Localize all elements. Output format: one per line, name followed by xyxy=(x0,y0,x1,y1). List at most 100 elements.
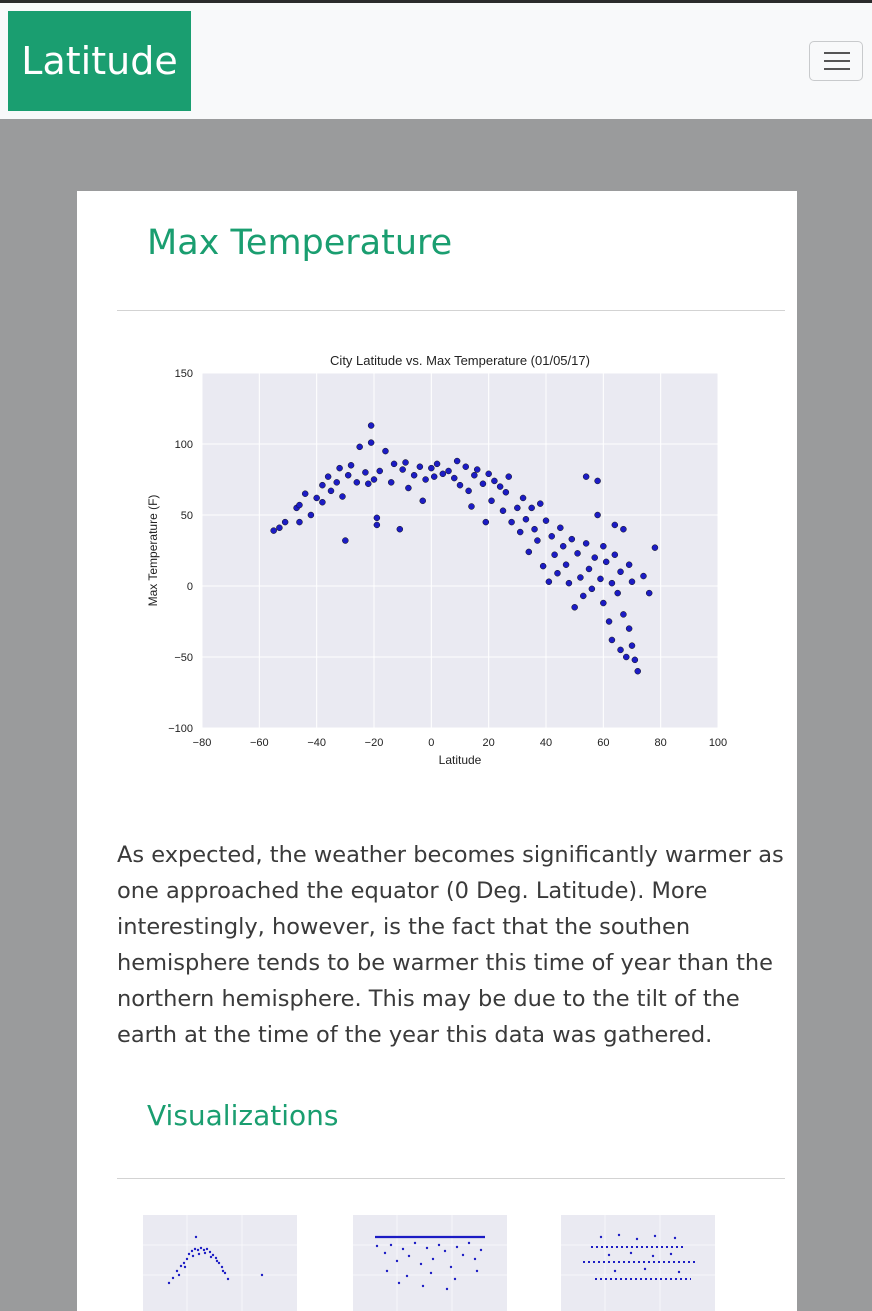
data-point xyxy=(528,504,535,512)
data-point xyxy=(620,611,627,618)
y-tick-label: −50 xyxy=(174,652,193,664)
data-point xyxy=(571,604,578,611)
thumbnail-max-temperature-plot xyxy=(143,1215,297,1311)
data-point xyxy=(373,514,381,522)
data-point xyxy=(344,471,352,479)
data-point xyxy=(356,443,363,451)
data-point xyxy=(600,542,607,550)
y-axis-label: Max Temperature (F) xyxy=(146,495,160,607)
data-point xyxy=(559,542,567,550)
data-point xyxy=(537,500,544,507)
data-point xyxy=(620,525,627,533)
data-point xyxy=(333,479,340,486)
data-point xyxy=(614,589,621,597)
data-point xyxy=(422,476,429,483)
data-point xyxy=(557,524,564,532)
data-point xyxy=(301,490,309,497)
data-point xyxy=(439,470,447,478)
data-point xyxy=(367,422,375,429)
data-point xyxy=(405,484,412,492)
data-point xyxy=(617,568,624,576)
data-point xyxy=(462,463,469,470)
data-point xyxy=(296,518,303,526)
data-point xyxy=(347,462,355,469)
data-point xyxy=(645,589,653,597)
x-tick-label: −20 xyxy=(365,737,384,749)
data-point xyxy=(534,537,541,544)
navbar-brand[interactable]: Latitude xyxy=(8,11,191,111)
data-point xyxy=(296,501,303,509)
data-point xyxy=(396,525,404,533)
plot-area xyxy=(202,373,718,728)
data-point xyxy=(430,473,438,480)
data-point xyxy=(373,521,381,529)
data-point xyxy=(625,561,633,568)
x-axis-label: Latitude xyxy=(439,753,482,767)
data-point xyxy=(473,466,481,473)
y-tick-label: 150 xyxy=(175,368,193,380)
page-title: Max Temperature xyxy=(147,223,453,263)
data-point xyxy=(387,479,395,486)
data-point xyxy=(428,464,435,472)
data-point xyxy=(502,489,510,496)
x-tick-label: −80 xyxy=(193,737,212,749)
thumbnail-cloudiness[interactable] xyxy=(535,1201,730,1311)
data-point xyxy=(591,554,598,561)
data-point xyxy=(600,599,607,607)
data-point xyxy=(445,467,452,475)
thumbnail-max-temperature[interactable] xyxy=(117,1201,312,1311)
data-point xyxy=(519,494,527,502)
y-tick-label: 50 xyxy=(181,510,193,522)
data-point xyxy=(539,562,547,570)
data-point xyxy=(479,480,487,488)
data-point xyxy=(562,561,570,568)
x-tick-label: 100 xyxy=(709,737,727,749)
data-point xyxy=(270,527,277,534)
data-point xyxy=(634,667,641,675)
data-point xyxy=(307,511,315,519)
data-point xyxy=(625,625,633,632)
data-point xyxy=(382,447,389,455)
data-point xyxy=(453,457,461,465)
x-tick-label: 20 xyxy=(483,737,495,749)
data-point xyxy=(339,493,346,500)
data-point xyxy=(516,528,524,536)
data-point xyxy=(468,503,475,510)
data-point xyxy=(623,653,630,661)
divider xyxy=(117,1178,785,1179)
x-tick-label: 80 xyxy=(655,737,667,749)
data-point xyxy=(611,551,619,559)
data-point xyxy=(602,558,610,566)
data-point xyxy=(499,507,507,514)
data-point xyxy=(324,473,332,480)
y-tick-label: 0 xyxy=(187,581,193,593)
data-point xyxy=(319,481,326,489)
data-point xyxy=(582,540,590,547)
data-point xyxy=(542,517,550,524)
data-point xyxy=(548,533,555,540)
data-point xyxy=(327,487,335,495)
data-point xyxy=(554,569,561,577)
data-point xyxy=(319,498,326,506)
data-point xyxy=(491,477,498,485)
x-tick-label: 0 xyxy=(428,737,434,749)
data-point xyxy=(362,469,369,476)
data-point xyxy=(568,535,576,543)
data-point xyxy=(399,466,406,473)
data-point xyxy=(597,575,604,583)
data-point xyxy=(370,476,378,483)
data-point xyxy=(551,551,558,559)
navbar-toggler-button[interactable] xyxy=(809,41,863,81)
data-point xyxy=(281,518,289,526)
data-point xyxy=(505,473,512,480)
x-tick-label: 60 xyxy=(597,737,609,749)
data-point xyxy=(525,548,533,556)
data-point xyxy=(465,487,472,495)
data-point xyxy=(522,516,530,523)
data-point xyxy=(594,511,601,519)
data-point xyxy=(628,642,636,649)
data-point xyxy=(588,585,596,593)
data-point xyxy=(488,497,495,505)
thumbnail-humidity[interactable] xyxy=(327,1201,522,1311)
data-point xyxy=(416,463,424,470)
